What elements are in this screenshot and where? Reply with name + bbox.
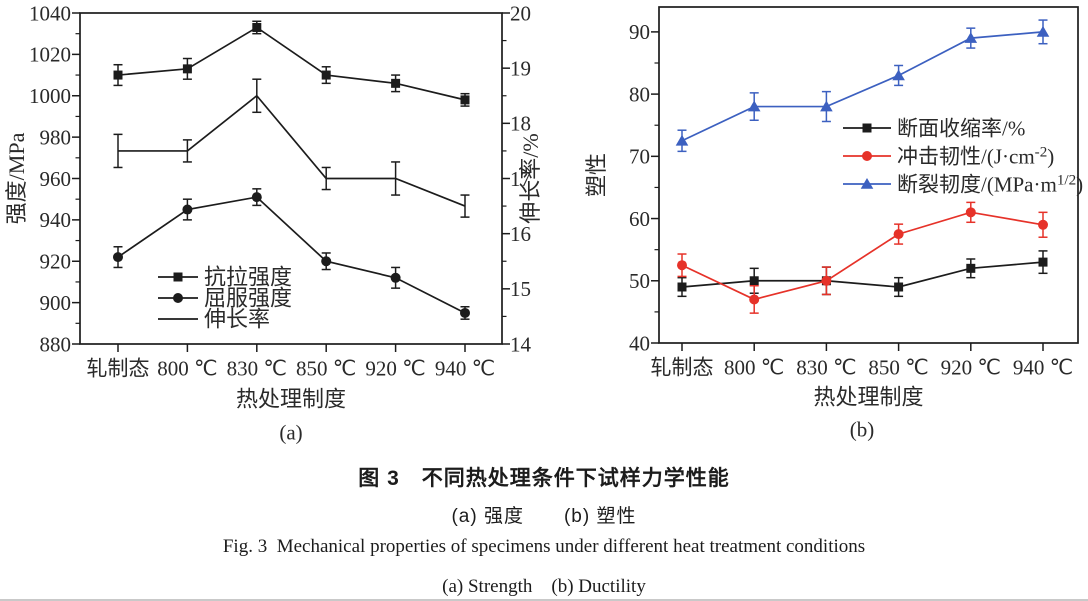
x-tick-label: 920 ℃ [941, 355, 1001, 379]
svg-text:880: 880 [40, 332, 72, 356]
svg-text:19: 19 [510, 57, 531, 81]
x-tick-label: 800 ℃ [157, 356, 217, 380]
svg-text:1020: 1020 [29, 43, 71, 67]
x-tick-label: 轧制态 [651, 355, 714, 379]
legend-label-tensile-strength: 抗拉强度 [204, 265, 292, 290]
svg-text:900: 900 [40, 291, 72, 315]
x-axis: 轧制态 800 ℃ 830 ℃ 850 ℃ 920 ℃ 940 ℃ 热处理制度 [651, 343, 1073, 410]
x-axis: 轧制态 800 ℃ 830 ℃ 850 ℃ 920 ℃ 940 ℃ 热处理制度 [87, 344, 495, 412]
svg-text:90: 90 [629, 20, 650, 44]
x-axis-title: 热处理制度 [236, 387, 346, 412]
svg-text:15: 15 [510, 277, 531, 301]
svg-text:940: 940 [40, 208, 72, 232]
caption-en-title: Fig. 3 Mechanical properties of specimen… [222, 536, 866, 557]
legend-label-impact-toughness: 冲击韧性/(J·cm-2) [897, 144, 1054, 168]
x-tick-label: 850 ℃ [296, 356, 356, 380]
svg-text:1040: 1040 [29, 1, 71, 25]
svg-text:40: 40 [629, 331, 650, 355]
y-axis-left: 40 50 60 70 80 90 塑性 [584, 20, 659, 355]
chart-a-strength: 880 900 920 940 960 980 1000 1020 1040 强度/MPa 14 15… [4, 1, 543, 444]
svg-text:20: 20 [510, 1, 531, 25]
series-tensile-strength [113, 20, 470, 107]
page-bottom-rule [0, 599, 1088, 601]
y-axis-right-title: 伸长率/% [518, 133, 543, 223]
svg-text:18: 18 [510, 112, 531, 136]
x-tick-label: 800 ℃ [724, 355, 784, 379]
svg-text:80: 80 [629, 82, 650, 106]
svg-text:960: 960 [40, 167, 72, 191]
series-impact-toughness [677, 201, 1048, 314]
plot-frame [658, 6, 1079, 344]
caption-en-subtitle: (a) Strength (b) Ductility [442, 576, 646, 597]
svg-text:1000: 1000 [29, 84, 71, 108]
x-axis-title: 热处理制度 [813, 385, 923, 410]
legend-label-elongation: 伸长率 [204, 307, 270, 332]
legend: 断面收缩率/% 冲击韧性/(J·cm-2) 断裂韧度/(MPa·m1/2) [843, 116, 1083, 196]
caption-cn-title: 图 3 不同热处理条件下试样力学性能 [358, 467, 730, 490]
x-tick-label: 830 ℃ [227, 356, 287, 380]
x-tick-label: 920 ℃ [365, 356, 425, 380]
y-axis-left-title: 强度/MPa [4, 132, 29, 224]
svg-text:14: 14 [510, 332, 532, 356]
legend-label-yield-strength: 屈服强度 [204, 286, 292, 311]
x-tick-label: 轧制态 [87, 356, 150, 380]
x-tick-label: 830 ℃ [796, 355, 856, 379]
series-yield-strength [113, 188, 470, 320]
svg-text:50: 50 [629, 269, 650, 293]
series-elongation [113, 78, 470, 218]
panel-label: (a) [279, 420, 302, 444]
legend-label-reduction-of-area: 断面收缩率/% [897, 116, 1025, 140]
y-axis-right: 14 15 16 17 18 19 20 伸长率/% [502, 1, 543, 356]
legend-label-fracture-toughness: 断裂韧度/(MPa·m1/2) [897, 172, 1083, 196]
svg-text:980: 980 [40, 125, 72, 149]
svg-text:17: 17 [510, 167, 531, 191]
svg-text:16: 16 [510, 222, 531, 246]
y-axis-left: 880 900 920 940 960 980 1000 1020 1040 强度/MPa [4, 1, 80, 356]
x-tick-label: 940 ℃ [1013, 355, 1073, 379]
svg-text:60: 60 [629, 207, 650, 231]
x-tick-label: 850 ℃ [868, 355, 928, 379]
y-axis-left-title: 塑性 [584, 153, 609, 197]
series-fracture-toughness [675, 19, 1050, 153]
caption-cn-subtitle: (a) 强度 (b) 塑性 [451, 506, 637, 527]
x-tick-label: 940 ℃ [435, 356, 495, 380]
svg-text:920: 920 [40, 250, 72, 274]
svg-text:70: 70 [629, 145, 650, 169]
panel-label: (b) [850, 417, 875, 441]
